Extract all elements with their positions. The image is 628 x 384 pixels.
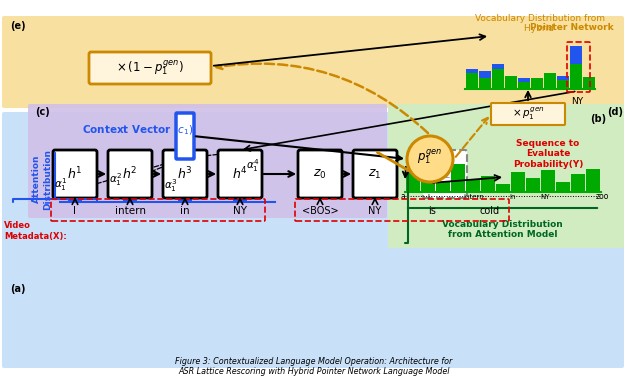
Text: is: is xyxy=(428,206,436,216)
Bar xyxy=(583,77,595,89)
Bar xyxy=(233,152,247,202)
Text: $h^1$: $h^1$ xyxy=(67,166,83,182)
FancyBboxPatch shape xyxy=(2,16,624,108)
Text: (a): (a) xyxy=(10,284,26,294)
Text: NY: NY xyxy=(369,206,382,216)
Text: Sequence to
Evaluate
Probability(Y): Sequence to Evaluate Probability(Y) xyxy=(513,139,583,169)
FancyBboxPatch shape xyxy=(218,150,262,198)
Text: (b): (b) xyxy=(590,114,606,124)
Text: $z_2$: $z_2$ xyxy=(438,167,452,180)
Bar xyxy=(68,190,82,202)
Bar xyxy=(492,69,504,89)
Bar xyxy=(481,176,495,192)
Bar xyxy=(511,172,525,192)
Bar xyxy=(123,180,137,202)
Text: $\times\,(1-p_1^{gen})$: $\times\,(1-p_1^{gen})$ xyxy=(116,58,184,78)
Text: Vocabulary Distribution from
Hybrid: Vocabulary Distribution from Hybrid xyxy=(475,14,605,33)
Bar xyxy=(466,180,480,192)
Bar xyxy=(479,78,491,89)
Text: zoo: zoo xyxy=(595,192,609,201)
Bar xyxy=(406,172,420,192)
Bar xyxy=(178,192,192,202)
Text: in: in xyxy=(509,194,516,200)
Text: a: a xyxy=(401,192,406,201)
Text: (c): (c) xyxy=(35,107,50,117)
FancyBboxPatch shape xyxy=(388,104,624,248)
Text: (e): (e) xyxy=(10,21,26,31)
Text: Figure 3: Contextualized Language Model Operation: Architecture for
ASR Lattice : Figure 3: Contextualized Language Model … xyxy=(175,357,453,376)
FancyBboxPatch shape xyxy=(28,104,387,218)
Bar xyxy=(531,78,543,89)
Bar xyxy=(492,64,504,69)
Text: Context Vector $(c_1)$: Context Vector $(c_1)$ xyxy=(82,123,193,137)
Bar xyxy=(451,164,465,192)
Bar xyxy=(518,78,530,82)
Bar xyxy=(557,80,569,89)
Bar xyxy=(505,76,517,89)
Text: intern: intern xyxy=(114,206,146,216)
FancyBboxPatch shape xyxy=(176,113,194,159)
Text: $\times\,p_1^{gen}$: $\times\,p_1^{gen}$ xyxy=(512,106,544,122)
Text: NY: NY xyxy=(541,194,550,200)
Text: Pointer Network: Pointer Network xyxy=(530,23,614,32)
FancyBboxPatch shape xyxy=(298,150,342,198)
Bar xyxy=(466,69,478,73)
Bar xyxy=(466,73,478,89)
Bar xyxy=(526,178,540,192)
Text: Video
Metadata(X):: Video Metadata(X): xyxy=(4,221,67,241)
Text: (d): (d) xyxy=(607,107,623,117)
Text: $h^3$: $h^3$ xyxy=(177,166,193,182)
Text: intern: intern xyxy=(463,194,484,200)
Text: $h^4$: $h^4$ xyxy=(232,166,248,182)
Text: $h^2$: $h^2$ xyxy=(122,166,138,182)
Bar xyxy=(556,182,570,192)
Text: NY: NY xyxy=(233,206,247,216)
Bar xyxy=(496,184,510,192)
Bar xyxy=(544,73,556,89)
FancyBboxPatch shape xyxy=(353,150,397,198)
Text: $\alpha_1^3$: $\alpha_1^3$ xyxy=(165,177,178,194)
Bar xyxy=(557,76,569,80)
FancyBboxPatch shape xyxy=(2,112,624,368)
Text: $\alpha_1^2$: $\alpha_1^2$ xyxy=(109,171,122,188)
Text: $\alpha_1^1$: $\alpha_1^1$ xyxy=(55,176,68,193)
Text: in: in xyxy=(180,206,190,216)
FancyBboxPatch shape xyxy=(89,52,211,84)
Bar xyxy=(570,46,582,64)
Bar xyxy=(518,82,530,89)
Text: $z_0$: $z_0$ xyxy=(313,167,327,180)
Text: I: I xyxy=(428,194,430,200)
Bar xyxy=(570,64,582,89)
FancyBboxPatch shape xyxy=(108,150,152,198)
Bar xyxy=(571,174,585,192)
Bar xyxy=(541,170,555,192)
Text: <BOS>: <BOS> xyxy=(301,206,338,216)
Bar xyxy=(479,71,491,78)
Text: $p_1^{gen}$: $p_1^{gen}$ xyxy=(418,147,443,167)
Bar xyxy=(436,182,450,192)
Text: Vocabulary Distribution
from Attention Model: Vocabulary Distribution from Attention M… xyxy=(442,220,563,239)
Text: $z_1$: $z_1$ xyxy=(369,167,382,180)
Text: cold: cold xyxy=(480,206,500,216)
FancyBboxPatch shape xyxy=(423,150,467,198)
Text: Attention
Distribution: Attention Distribution xyxy=(32,149,51,210)
FancyBboxPatch shape xyxy=(163,150,207,198)
Bar xyxy=(586,169,600,192)
FancyBboxPatch shape xyxy=(53,150,97,198)
Text: NY: NY xyxy=(571,97,583,106)
Circle shape xyxy=(407,136,453,182)
Text: $\alpha_1^4$: $\alpha_1^4$ xyxy=(246,157,260,174)
Text: I: I xyxy=(73,206,77,216)
FancyBboxPatch shape xyxy=(491,103,565,125)
Bar xyxy=(421,166,435,192)
